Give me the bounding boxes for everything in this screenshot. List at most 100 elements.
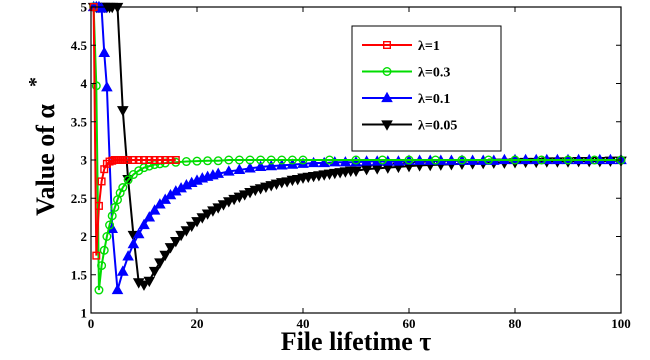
data-point <box>212 167 224 178</box>
legend-label: λ=0.05 <box>418 119 457 134</box>
data-point <box>265 159 277 171</box>
data-point <box>325 155 335 165</box>
data-point <box>105 220 115 230</box>
x-tick-label: 80 <box>509 316 522 331</box>
x-tick-label: 20 <box>191 316 204 331</box>
data-point <box>238 190 251 201</box>
data-point <box>360 165 373 176</box>
data-point <box>266 155 276 165</box>
data-point <box>107 211 117 221</box>
y-tick-label: 1.5 <box>71 267 88 282</box>
data-point <box>378 155 388 165</box>
y-tick-label: 4.5 <box>71 38 88 53</box>
series-layer <box>87 0 627 295</box>
series-1 <box>89 3 180 260</box>
data-point <box>94 285 104 295</box>
data-point <box>143 276 156 288</box>
y-tick-label: 4 <box>81 76 88 91</box>
data-point <box>94 201 103 210</box>
data-point <box>276 159 288 170</box>
data-point <box>145 155 154 164</box>
legend-label: λ=0.1 <box>418 92 450 107</box>
data-point <box>217 200 230 211</box>
data-point <box>171 155 180 164</box>
data-point <box>228 194 240 206</box>
data-point <box>111 283 124 295</box>
data-point <box>185 221 198 233</box>
data-point <box>164 243 177 254</box>
data-point <box>254 160 267 171</box>
data-point <box>117 106 129 117</box>
data-point <box>201 209 214 220</box>
data-point <box>98 46 111 57</box>
data-point <box>277 155 287 165</box>
data-point <box>124 155 133 164</box>
legend-entry-2: λ=0.3 <box>362 66 450 81</box>
data-point <box>244 162 256 173</box>
legend-marker <box>381 120 393 131</box>
x-tick-label: 40 <box>297 316 310 331</box>
data-point <box>97 261 107 271</box>
data-point <box>161 155 170 164</box>
data-point <box>307 156 320 168</box>
data-point <box>117 265 129 276</box>
data-point <box>175 230 187 242</box>
data-point <box>129 155 138 164</box>
data-point <box>244 188 256 199</box>
data-point <box>196 213 209 224</box>
data-point <box>339 156 352 167</box>
data-point <box>431 155 441 165</box>
data-point <box>101 81 113 92</box>
data-point <box>127 237 140 249</box>
data-point <box>154 258 166 269</box>
data-point <box>118 183 128 193</box>
data-point <box>92 251 101 260</box>
y-axis-title-group: Value of α * <box>25 77 60 216</box>
y-tick-label: 2.5 <box>71 191 88 206</box>
y-tick-label: 3 <box>81 153 88 168</box>
data-point <box>150 155 159 164</box>
data-point <box>245 155 255 165</box>
data-point <box>298 155 308 165</box>
data-point <box>213 156 223 166</box>
data-point <box>350 166 362 177</box>
data-point <box>212 203 224 214</box>
data-point <box>159 250 171 262</box>
data-point <box>234 155 244 165</box>
data-point <box>351 155 361 165</box>
data-point <box>132 227 145 239</box>
y-tick-label: 3.5 <box>71 114 88 129</box>
data-point <box>590 155 600 165</box>
data-point <box>95 2 108 13</box>
data-point <box>192 156 202 166</box>
data-point <box>207 206 219 217</box>
data-point <box>223 197 235 208</box>
data-point <box>102 231 112 241</box>
data-point <box>138 218 150 230</box>
data-point <box>138 280 150 291</box>
data-point <box>99 245 109 255</box>
data-point <box>233 163 246 175</box>
data-point <box>510 155 520 165</box>
data-point <box>256 155 266 165</box>
legend-entry-1: λ=1 <box>362 39 440 54</box>
legend-marker <box>381 91 393 103</box>
data-point <box>123 175 133 185</box>
series-2 <box>89 2 626 295</box>
data-point <box>224 155 234 165</box>
legend-label: λ=1 <box>418 39 440 54</box>
y-tick-label: 1 <box>81 306 88 321</box>
data-point <box>110 202 120 212</box>
legend-marker <box>382 66 392 76</box>
legend-label: λ=0.3 <box>418 66 450 81</box>
y-tick-label: 2 <box>81 229 88 244</box>
data-point <box>233 192 246 203</box>
y-tick-label: 5 <box>81 0 88 15</box>
data-point <box>287 155 297 165</box>
data-point <box>170 236 182 248</box>
x-tick-label: 100 <box>611 316 631 331</box>
data-point <box>139 155 148 164</box>
legend-entry-3: λ=0.1 <box>362 91 450 107</box>
data-point <box>148 266 161 278</box>
